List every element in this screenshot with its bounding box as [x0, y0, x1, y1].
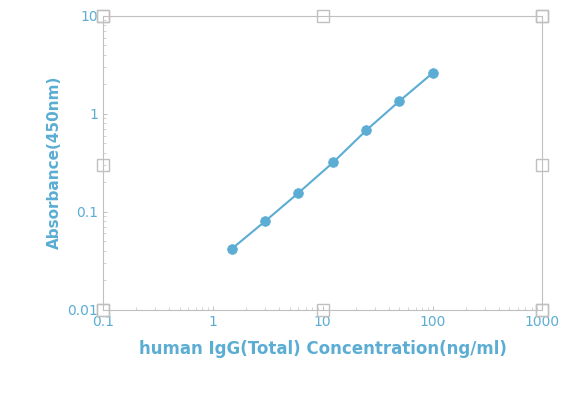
Y-axis label: Absorbance(450nm): Absorbance(450nm): [47, 76, 62, 249]
X-axis label: human IgG(Total) Concentration(ng/ml): human IgG(Total) Concentration(ng/ml): [139, 339, 506, 358]
